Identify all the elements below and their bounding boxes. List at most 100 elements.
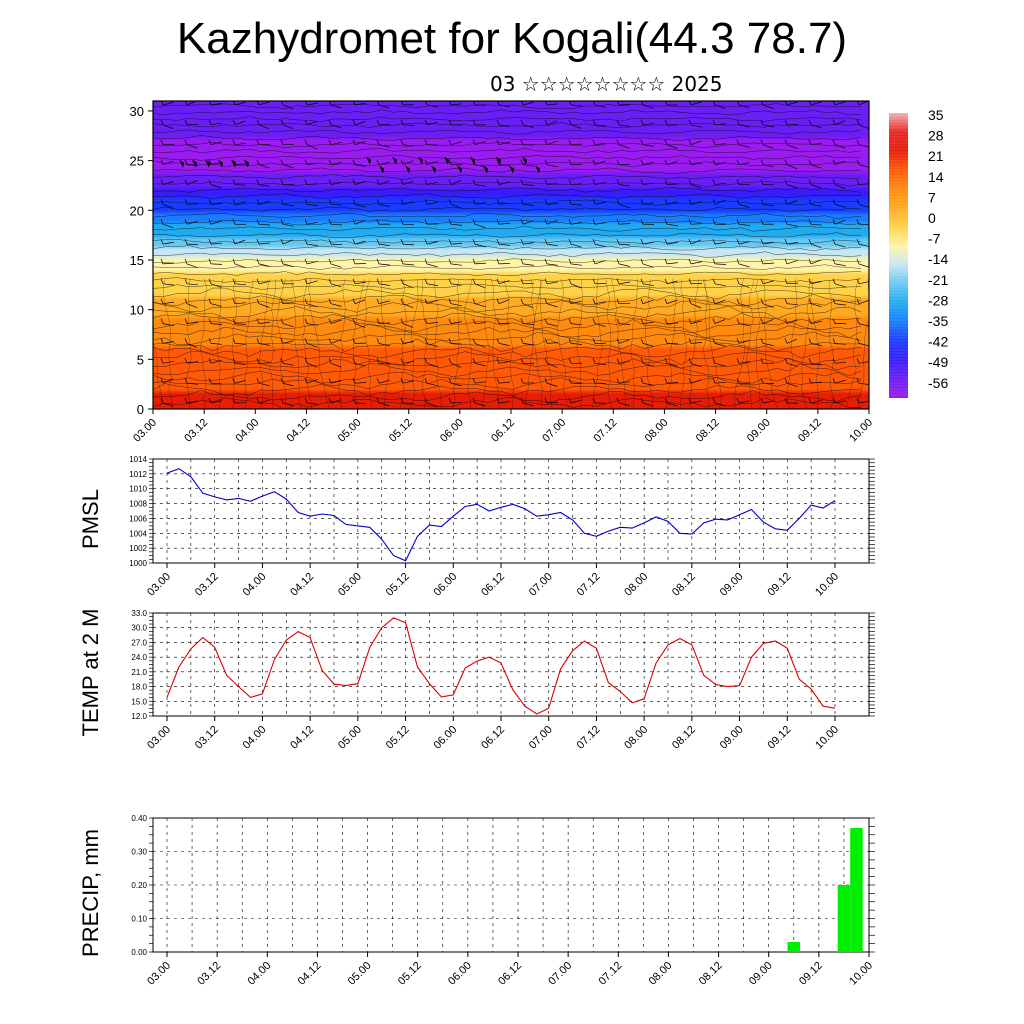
wind-barb-feather [209,101,212,106]
wind-barb-feather [640,378,644,384]
wind-barb-feather [688,258,692,265]
wind-barb [738,124,750,128]
wind-barb [330,182,342,185]
wind-barb [738,323,750,327]
wind-barb-feather [688,219,692,225]
wind-barb-feather [785,101,788,106]
wind-barb-feather [160,258,164,265]
cross-section-panel: 0 5 10 15 20 25 30 03.00 03.12 04.00 04.12 05.00 05… [130,100,875,445]
wind-barb [258,362,271,364]
wind-pennant [418,156,423,165]
wind-barb [738,400,750,404]
wind-barb [258,399,270,404]
wind-barb [834,361,846,364]
wind-barb-feather [688,278,692,284]
wind-barb-feather [568,219,572,225]
wind-barb [498,164,511,166]
wind-barb-feather [760,219,764,225]
wind-barb-feather [736,397,740,404]
wind-barb-feather [473,101,476,106]
wind-barb [354,164,366,167]
wind-barb [210,242,223,245]
wind-barb [186,303,198,309]
wind-barb-feather [592,258,596,265]
wind-barb-feather [304,358,308,364]
wind-barb-feather [184,238,188,245]
wind-barb [666,262,678,265]
wind-barb [666,183,679,185]
wind-barb-feather [664,139,668,145]
wind-barb [474,184,486,187]
wind-barb-feather [616,358,620,364]
wind-barb-feather [832,159,836,165]
wind-barb [426,161,438,165]
wind-barb-feather [448,358,452,364]
wind-barb-feather [256,139,260,145]
grid [153,817,870,953]
wind-barb [522,124,534,128]
wind-barb-feather [760,338,764,344]
wind-barb [306,343,318,348]
y-tick-label: 25 [130,154,144,169]
wind-barb-feather [640,397,644,404]
wind-barb [474,402,486,407]
wind-barb [378,180,390,185]
wind-barb-feather [400,318,404,324]
wind-barb-feather [760,318,764,324]
x-tick-label: 05.00 [336,724,364,752]
wind-barb-feather [424,179,428,185]
wind-barb [258,101,270,106]
x-tick-label: 03.12 [193,571,221,599]
x-tick-label: 05.00 [346,960,374,988]
wind-barb [594,260,606,265]
wind-barb-feather [664,159,668,165]
wind-barb [738,241,750,245]
wind-barb [234,343,247,345]
wind-barb-feather [736,119,740,125]
x-tick-label: 09.00 [747,960,775,988]
wind-barb [402,223,415,226]
wind-pennant [205,159,210,168]
wind-barb [474,381,486,384]
chart-subtitle: 03 ☆☆☆☆☆☆☆☆ 2025 [490,72,723,96]
wind-barb [570,124,582,129]
pmsl-panel: 1014 1012 1010 1008 1006 1004 1002 1000 03.00 03.… [78,455,875,599]
wind-pennant [218,159,223,168]
y-axis-title: PRECIP, mm [78,829,103,957]
wind-barb [426,322,438,324]
wind-barb [186,180,198,185]
wind-barb [738,340,750,344]
x-tick-label: 07.12 [575,724,603,752]
wind-barb [354,141,366,146]
wind-barb-feather [448,378,452,384]
wind-barb-feather [712,238,716,245]
wind-barb-feather [472,258,476,265]
wind-barb-feather [640,119,644,125]
wind-barb-feather [304,298,308,304]
wind-barb-feather [280,378,284,384]
wind-barb [258,223,271,226]
wind-barb [498,222,511,225]
wind-barb [162,301,174,305]
wind-barb [282,340,294,344]
wind-barb-feather [640,298,644,304]
wind-barb-feather [520,119,524,125]
wind-barb-feather [208,219,212,225]
wind-barb-feather [640,318,644,324]
wind-barb [522,343,534,346]
wind-barb [762,164,774,168]
x-tick-label: 06.00 [446,960,474,988]
wind-barb [618,281,630,285]
x-tick-label: 08.12 [670,571,698,599]
wind-barb [426,299,438,305]
wind-barb [282,164,294,169]
wind-barb [426,263,438,268]
wind-barb [162,241,174,245]
wind-barb [522,402,534,407]
x-tick-label: 08.12 [694,417,722,445]
wind-barb [618,360,630,364]
wind-barb-feather [688,199,692,205]
y-tick-label: 0.30 [131,848,147,857]
wind-barb-feather [232,258,236,265]
wind-barb-feather [256,278,260,284]
